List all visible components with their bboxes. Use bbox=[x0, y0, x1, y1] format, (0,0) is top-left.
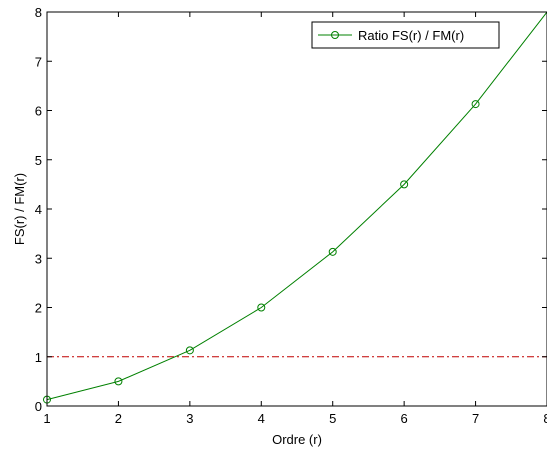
legend-marker bbox=[331, 31, 339, 39]
x-tick-label-4: 5 bbox=[329, 411, 336, 426]
y-tick-label-0: 0 bbox=[35, 399, 42, 414]
y-tick-label-3: 3 bbox=[35, 251, 42, 266]
data-point-0-1 bbox=[114, 377, 123, 386]
data-point-0-6 bbox=[471, 100, 480, 109]
x-tick-label-1: 2 bbox=[115, 411, 122, 426]
y-tick-label-1: 1 bbox=[35, 350, 42, 365]
x-tick-label-7: 8 bbox=[543, 411, 547, 426]
series-line-0 bbox=[46, 11, 547, 401]
y-tick-label-8: 8 bbox=[35, 5, 42, 20]
data-point-0-4 bbox=[328, 247, 337, 256]
x-axis-title: Ordre (r) bbox=[272, 432, 322, 447]
data-point-0-5 bbox=[400, 180, 409, 189]
y-tick-label-6: 6 bbox=[35, 104, 42, 119]
series-layer bbox=[43, 11, 547, 404]
y-tick-label-7: 7 bbox=[35, 54, 42, 69]
y-axis-title: FS(r) / FM(r) bbox=[12, 173, 27, 245]
plot-background bbox=[47, 12, 547, 406]
x-tick-label-0: 1 bbox=[43, 411, 50, 426]
x-tick-label-2: 3 bbox=[186, 411, 193, 426]
legend: Ratio FS(r) / FM(r) bbox=[311, 21, 500, 49]
data-point-0-3 bbox=[257, 303, 266, 312]
y-tick-label-5: 5 bbox=[35, 153, 42, 168]
x-tick-label-3: 4 bbox=[258, 411, 265, 426]
legend-label-ratio: Ratio FS(r) / FM(r) bbox=[358, 28, 464, 43]
x-tick-label-5: 6 bbox=[401, 411, 408, 426]
y-tick-label-2: 2 bbox=[35, 301, 42, 316]
y-tick-label-4: 4 bbox=[35, 202, 42, 217]
x-tick-label-6: 7 bbox=[472, 411, 479, 426]
axes: 12345678012345678 bbox=[35, 5, 547, 426]
data-point-0-2 bbox=[185, 346, 194, 355]
